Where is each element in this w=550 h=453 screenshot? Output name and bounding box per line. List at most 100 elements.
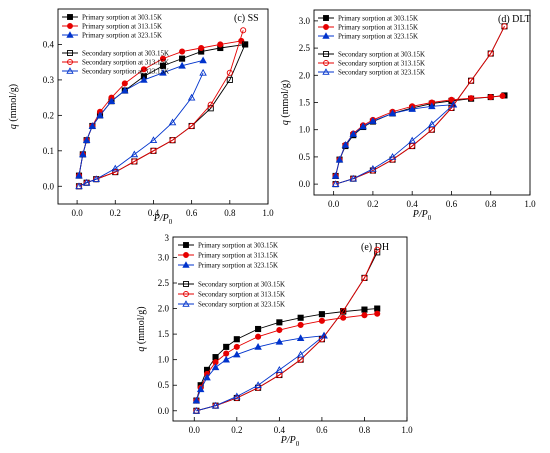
series-6: [75, 68, 207, 190]
data-point: [428, 120, 436, 128]
x-tick-label: 0.0: [71, 208, 83, 218]
x-axis-label: P/P0: [153, 213, 173, 226]
data-point: [140, 75, 148, 83]
legend-entry: Secondary sorption at 303.15K: [82, 50, 169, 58]
data-point: [96, 111, 104, 119]
x-tick-label: 0.2: [367, 199, 378, 209]
legend-marker: [182, 261, 190, 268]
legend-entry: Secondary sorption at 313.15K: [338, 60, 425, 68]
data-point: [369, 164, 377, 172]
legend-entry: Secondary sorption at 313.15K: [82, 59, 169, 67]
y-axis-label: q (mmol/g): [280, 80, 291, 125]
legend-entry: Primary sorption at 303.15K: [82, 14, 162, 22]
data-point: [374, 249, 381, 256]
legend-entry: Primary sorption at 323.15K: [82, 32, 162, 40]
data-point: [487, 50, 494, 57]
data-point: [79, 150, 87, 158]
series-3: [192, 331, 328, 404]
y-tick-label: 0.1: [43, 146, 54, 156]
data-point: [276, 326, 283, 334]
legend-marker: [66, 31, 74, 38]
legend-entry: Primary sorption at 323.15K: [338, 33, 418, 41]
series-1: [332, 92, 508, 180]
legend-entry: Primary sorption at 313.15K: [198, 252, 278, 260]
series-6: [192, 331, 328, 414]
data-point: [212, 354, 219, 361]
data-point: [140, 66, 147, 73]
legend-entry: Secondary sorption at 323.15K: [338, 69, 425, 77]
y-tick-label: 0.0: [158, 406, 170, 416]
y-tick-label: 1.0: [158, 355, 170, 365]
y-tick-label: 2.0: [299, 70, 311, 80]
data-point: [388, 152, 397, 160]
data-point: [487, 94, 494, 101]
y-tick-label: 0.2: [43, 110, 54, 120]
data-point: [340, 308, 347, 315]
series-line: [196, 252, 378, 412]
data-point: [449, 100, 458, 108]
x-tick-label: 0.0: [189, 425, 201, 435]
data-point: [207, 101, 214, 108]
data-point: [75, 182, 83, 190]
chart-panel-dh: 0.0 0.2 0.4 0.6 0.8 1.0 0.0 0.5 1.0 1.5 2.0 2.5 3.0 3…: [136, 233, 413, 448]
panel-label: (e) DH: [361, 242, 389, 253]
legend-entry: Primary sorption at 303.15K: [198, 242, 278, 250]
series-3: [75, 56, 207, 179]
data-point: [121, 80, 128, 87]
y-tick-label: 0.5: [158, 380, 170, 390]
legend-marker: [67, 23, 73, 29]
series-line: [195, 313, 378, 401]
x-tick-label: 0.6: [446, 199, 458, 209]
data-point: [192, 406, 201, 414]
legend-marker: [182, 300, 190, 307]
chart-panel-dlt: 0.0 0.2 0.4 0.6 0.8 1.0 0.0 0.5 1.0 1.5 2.0 2.5 3.0 P…: [280, 9, 536, 222]
data-point: [242, 41, 249, 48]
data-point: [349, 174, 358, 182]
data-point: [233, 350, 241, 358]
data-point: [499, 92, 506, 100]
legend-marker: [67, 59, 73, 65]
y-tick-label: 1.5: [299, 98, 311, 108]
series-line: [196, 335, 325, 412]
y-tick-label: 2.0: [158, 304, 170, 314]
data-point: [468, 95, 475, 102]
legend-marker: [322, 68, 330, 75]
series-2: [193, 310, 381, 404]
data-point: [361, 312, 368, 319]
data-point: [131, 158, 138, 165]
series-line: [195, 335, 325, 401]
legend-marker: [66, 67, 74, 74]
data-point: [75, 171, 83, 179]
data-point: [112, 169, 119, 176]
y-tick-label: 2.5: [299, 43, 311, 53]
x-tick-label: 0.8: [224, 208, 236, 218]
legend-marker: [323, 51, 329, 57]
legend-marker: [323, 15, 329, 21]
x-tick-label: 0.4: [148, 208, 160, 218]
legend-marker: [183, 242, 189, 248]
data-point: [226, 69, 233, 76]
data-point: [428, 102, 436, 110]
data-point: [222, 355, 230, 363]
data-point: [318, 317, 325, 324]
data-point: [217, 41, 224, 48]
legend-marker: [183, 291, 189, 297]
chart-panel-ss: 0.0 0.2 0.4 0.6 0.8 1.00.00.10.20.30.4P/P0q (…: [8, 8, 274, 226]
y-tick-label: 1.0: [299, 125, 311, 135]
series-5: [193, 246, 381, 414]
legend-entry: Secondary sorption at 323.15K: [198, 301, 285, 309]
plot-frame: [57, 8, 269, 205]
y-tick-label: 0.3: [43, 75, 55, 85]
x-tick-label: 0.8: [359, 425, 371, 435]
legend: Primary sorption at 303.15K Primary sorpt…: [62, 14, 169, 76]
data-point: [111, 164, 120, 172]
data-point: [335, 155, 344, 163]
data-point: [408, 105, 416, 112]
x-tick-label: 1.0: [401, 425, 413, 435]
data-point: [331, 172, 340, 179]
data-point: [178, 61, 186, 69]
series-line: [196, 249, 378, 412]
data-point: [107, 97, 116, 105]
